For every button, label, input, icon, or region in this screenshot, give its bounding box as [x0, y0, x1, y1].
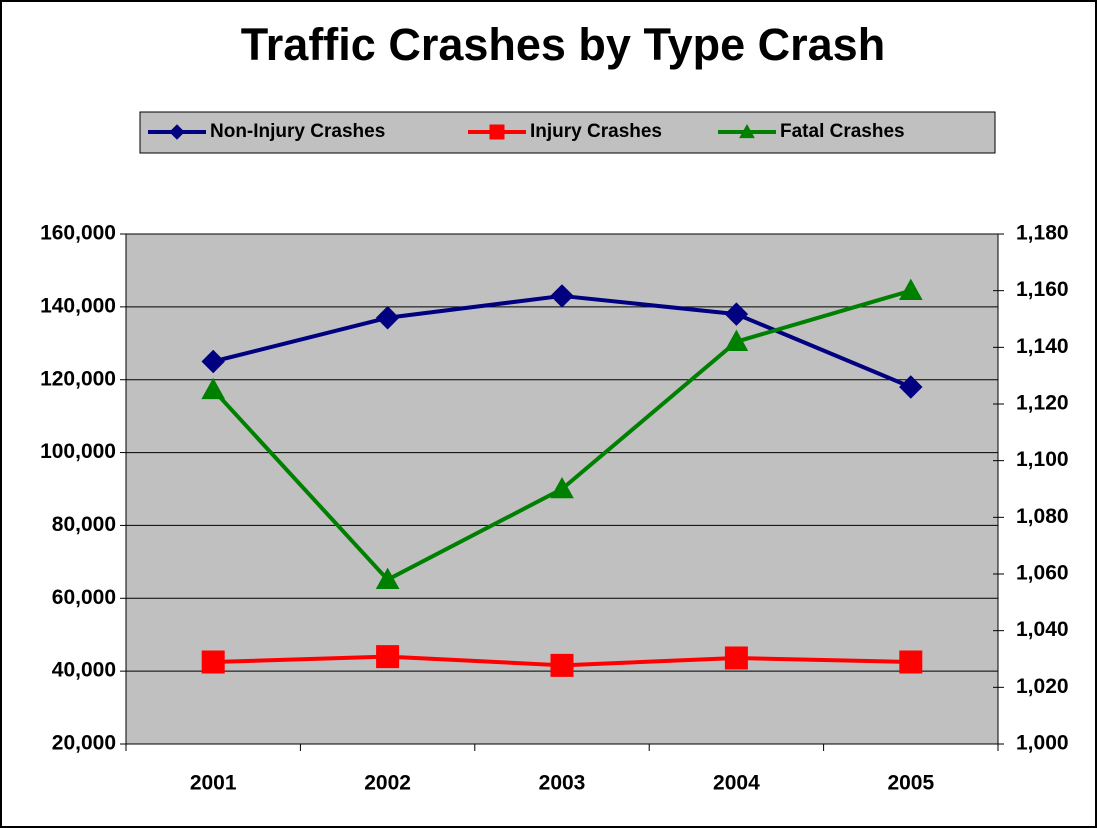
legend-box: [139, 111, 996, 154]
y-tick-label: 60,000: [52, 586, 116, 609]
legend-label: Non-Injury Crashes: [210, 121, 385, 142]
data-point: [375, 306, 400, 330]
y2-tick-label: 1,060: [1016, 562, 1069, 585]
x-tick-label: 2003: [539, 772, 586, 795]
data-point: [201, 377, 226, 400]
data-point: [724, 646, 748, 670]
y2-tick-label: 1,180: [1016, 222, 1069, 245]
chart-title: Traffic Crashes by Type Crash: [241, 19, 885, 70]
data-point: [898, 278, 923, 300]
legend-swatch-marker: [739, 123, 755, 139]
y-tick-label: 120,000: [40, 367, 116, 390]
y-tick-label: 100,000: [40, 440, 116, 463]
data-point: [724, 302, 749, 326]
data-point: [201, 349, 225, 374]
y-tick-label: 160,000: [40, 222, 116, 245]
y2-tick-label: 1,100: [1016, 448, 1069, 471]
y2-tick-label: 1,140: [1016, 335, 1069, 358]
y2-tick-label: 1,040: [1016, 618, 1069, 641]
data-point: [550, 284, 574, 308]
y2-tick-label: 1,020: [1016, 675, 1069, 698]
y2-tick-label: 1,120: [1016, 392, 1069, 415]
data-point: [376, 645, 400, 669]
y-tick-label: 80,000: [52, 513, 116, 536]
x-tick-label: 2002: [364, 772, 411, 795]
y2-tick-label: 1,160: [1016, 278, 1069, 301]
data-point: [201, 650, 225, 674]
legend-label: Injury Crashes: [530, 121, 662, 142]
y-tick-label: 20,000: [52, 732, 116, 755]
y2-tick-label: 1,080: [1016, 505, 1069, 528]
data-point: [899, 650, 923, 674]
data-point: [550, 476, 574, 499]
legend-label: Fatal Crashes: [780, 121, 905, 142]
legend-swatch-marker: [489, 124, 505, 140]
data-point: [375, 567, 400, 589]
data-point: [550, 653, 574, 677]
data-point: [899, 375, 923, 399]
y-tick-label: 140,000: [40, 294, 116, 317]
data-point: [724, 329, 749, 351]
x-tick-label: 2005: [887, 772, 934, 795]
y2-tick-label: 1,000: [1016, 732, 1069, 755]
x-tick-label: 2004: [713, 772, 760, 795]
x-tick-label: 2001: [190, 772, 237, 795]
y-tick-label: 40,000: [52, 659, 116, 682]
legend-swatch-marker: [169, 124, 185, 140]
